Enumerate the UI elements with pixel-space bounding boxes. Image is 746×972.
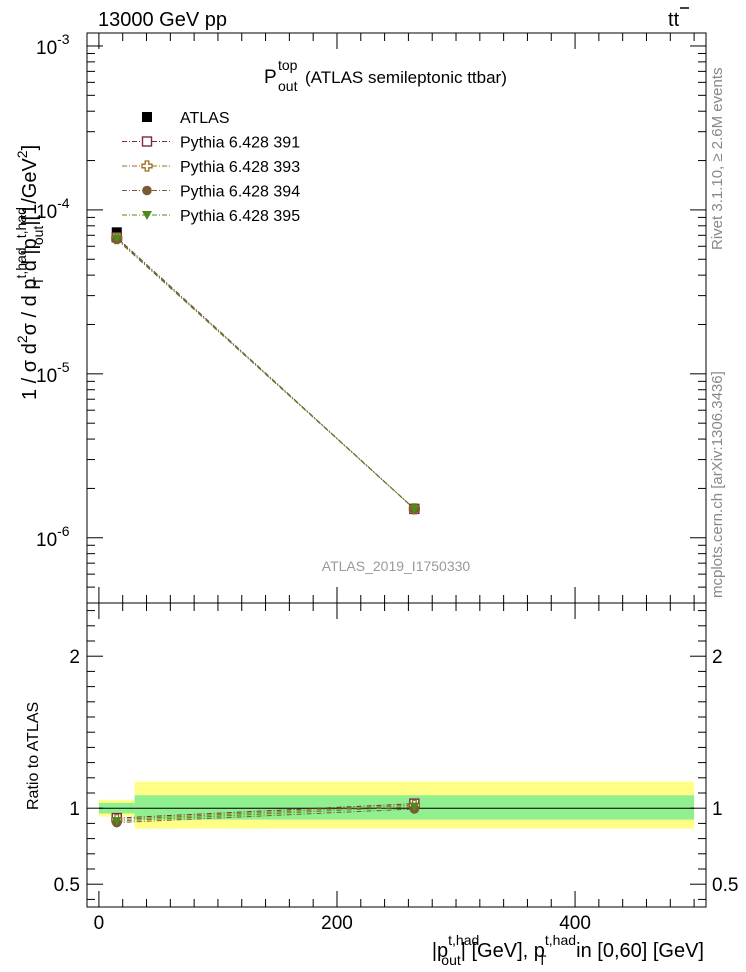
ratio-panel: 0.5 0.51 12 20 200 400 Ratio to ATLAS |pt,had… [25,602,738,968]
ratio-ticks: 0.5 0.5 1 1 2 2 0 200 400 [54,603,738,934]
chart-title-sup: top [278,57,298,73]
ratio-ytick-label-right: 1 [712,799,723,820]
rivet-label: Rivet 3.1.10, ≥ 2.6M events [709,68,726,251]
mcplots-label: mcplots.cern.ch [arXiv:1306.3436] [709,371,726,598]
ylabel-part: |[1/GeV [19,158,41,226]
ylabel-sup: 2 [14,335,30,343]
xlabel-sub: T [538,952,547,968]
ratio-ytick-label-right: 2 [712,647,723,668]
xlabel-sup: t,had [448,932,479,948]
ratio-ylabel: Ratio to ATLAS [25,702,42,810]
chart-title: P [264,67,277,88]
ratio-series [111,798,421,828]
main-ytick-label: 10-6 [36,523,70,551]
ratio-ytick-label: 1 [69,799,80,820]
header-right: tt [668,9,680,31]
main-series [111,227,421,515]
ratio-frame [86,602,707,908]
ylabel-part: 1 / σ d [19,343,41,400]
ylabel-sup: t,had [13,207,29,238]
legend: ATLAS Pythia 6.428 391 Pythia 6.428 393 Pyt… [122,110,300,225]
legend-marker-pythia-6-428-395 [142,211,152,220]
xlabel-part: | [GeV], p [461,940,545,962]
legend-marker-pythia-6-428-394 [142,185,152,196]
xlabel-part: in [0,60] [GeV] [571,940,704,962]
legend-label-atlas: ATLAS [180,110,230,127]
header-left: 13000 GeV pp [98,9,227,31]
series-line-pythia-6-428-395 [116,238,415,510]
ratio-point-pythia-6-428-395 [111,817,122,827]
ylabel-sup: t,had [13,247,29,278]
x-axis-label: |pt,had out| [GeV], pt,had T in [0,60] [Ge… [432,932,704,968]
ylabel-part: σ / d p [19,279,41,336]
legend-label-pythia-6-428-394: Pythia 6.428 394 [180,184,300,201]
watermark: ATLAS_2019_I1750330 [322,558,471,574]
main-ytick-label: 10-4 [36,195,70,223]
ylabel-sub: out [30,226,46,246]
ylabel-part: d |p [19,238,41,277]
legend-marker-pythia-6-428-391 [141,136,153,147]
ratio-xtick-label: 400 [559,913,591,934]
point-pythia-6-428-395 [409,504,420,514]
main-ytick-label: 10-3 [36,31,70,59]
ylabel-sub: T [30,276,46,285]
ratio-ytick-label: 2 [69,647,80,668]
ylabel-part: ] [19,145,41,151]
legend-label-pythia-6-428-391: Pythia 6.428 391 [180,135,300,152]
xlabel-sub: out [441,952,461,968]
main-ticks: 10-6 10-5 10-4 10-3 [36,31,706,604]
main-ytick-label: 10-5 [36,359,70,387]
ratio-xtick-label: 0 [94,913,105,934]
point-pythia-6-428-395 [111,234,122,244]
xlabel-part: |p [432,940,448,962]
ratio-xtick-label: 200 [321,913,353,934]
legend-marker-atlas [142,112,152,122]
ratio-point-pythia-6-428-395 [409,802,420,812]
ylabel-sup: 2 [14,150,30,158]
chart-title-sub: out [278,78,298,94]
legend-label-pythia-6-428-395: Pythia 6.428 395 [180,208,300,225]
xlabel-sup: t,had [545,932,576,948]
main-ylabel: 1 / σ d2σ / d pt,hadT d |pt,hadout|[1/Ge… [13,145,46,400]
legend-marker-pythia-6-428-393 [141,160,153,172]
legend-label-pythia-6-428-393: Pythia 6.428 393 [180,159,300,176]
ratio-ytick-label-right: 0.5 [712,875,738,896]
chart-title-suffix: (ATLAS semileptonic ttbar) [305,68,507,87]
main-panel: 10-6 10-5 10-4 10-3 P top out (ATLAS semile… [13,31,707,604]
ratio-ytick-label: 0.5 [54,875,80,896]
